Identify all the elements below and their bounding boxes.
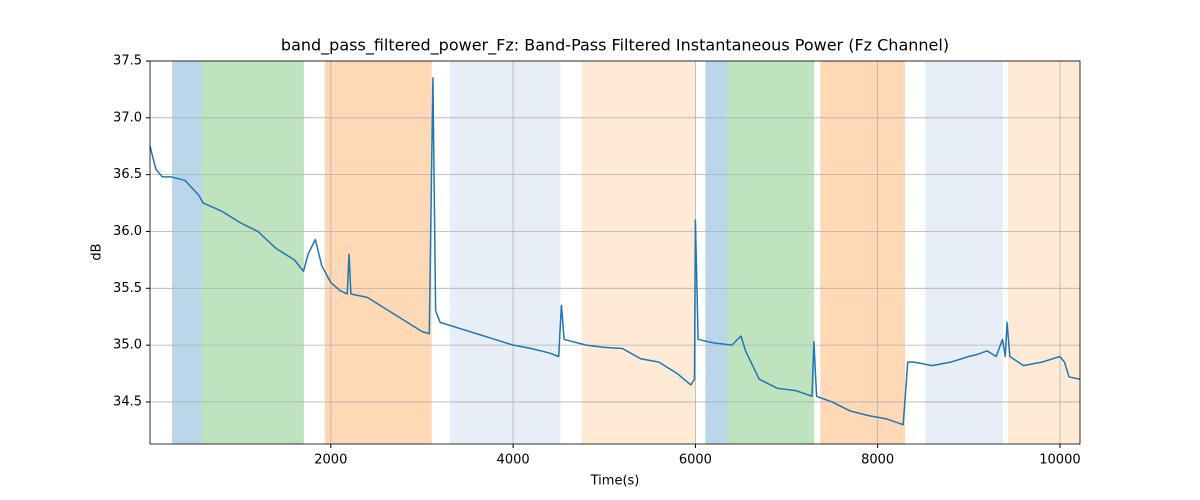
shaded-span (324, 61, 432, 444)
data-line (149, 77, 1081, 426)
y-tick-label: 34.5 (113, 394, 142, 409)
x-tick-label: 2000 (314, 453, 347, 468)
plot-frame (149, 60, 1081, 445)
shaded-span (581, 61, 696, 444)
y-tick-label: 35.0 (113, 338, 142, 353)
chart-title: band_pass_filtered_power_Fz: Band-Pass F… (281, 36, 949, 56)
shaded-span (705, 61, 728, 444)
y-axis-label: dB (90, 243, 105, 260)
shaded-span (925, 61, 1003, 444)
shaded-span (820, 61, 906, 444)
y-tick-label: 36.5 (113, 167, 142, 182)
x-tick-label: 6000 (679, 453, 712, 468)
x-tick-label: 8000 (861, 453, 894, 468)
shaded-span (1007, 61, 1080, 444)
shaded-span (172, 61, 202, 444)
shaded-span (727, 61, 815, 444)
y-tick-label: 35.5 (113, 281, 142, 296)
x-tick-label: 10000 (1039, 453, 1080, 468)
y-tick-label: 37.5 (113, 54, 142, 69)
x-tick-label: 4000 (497, 453, 530, 468)
y-tick-label: 36.0 (113, 224, 142, 239)
y-tick-label: 37.0 (113, 110, 142, 125)
x-axis-label: Time(s) (590, 474, 640, 489)
shaded-span (449, 61, 561, 444)
shaded-span (201, 61, 304, 444)
